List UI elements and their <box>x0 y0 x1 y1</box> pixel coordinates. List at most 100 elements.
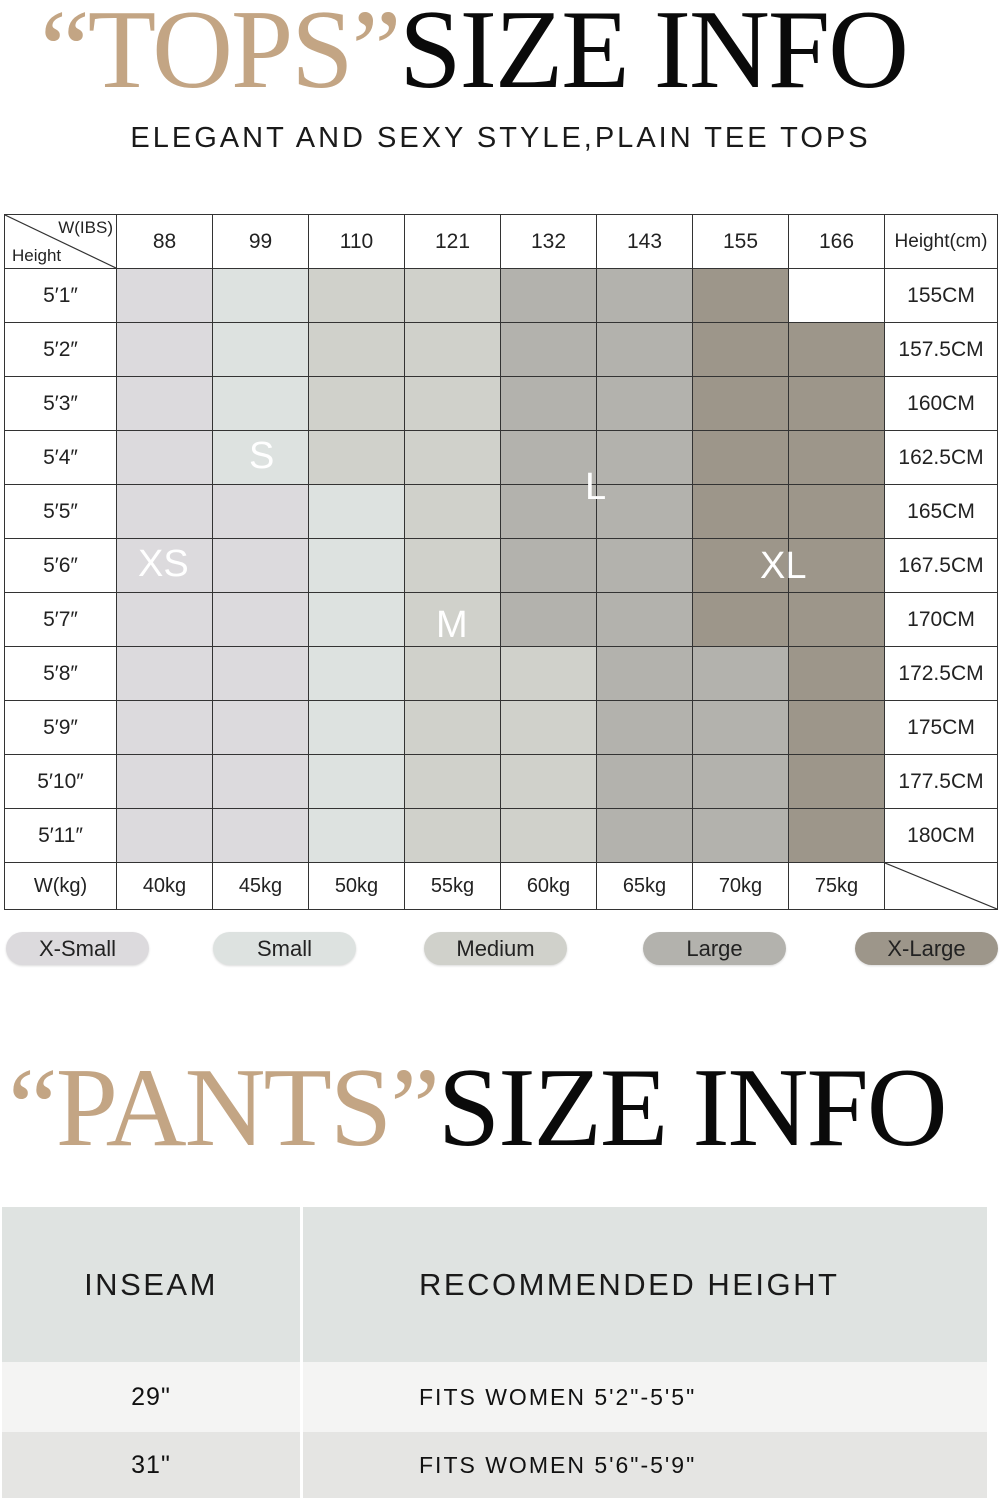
size-cell-m <box>308 376 405 431</box>
weight-kg-cell: 60kg <box>500 862 597 910</box>
legend-pill-s: Small <box>213 932 356 965</box>
corner-height-label: Height <box>12 246 62 265</box>
size-cell-m <box>404 700 501 755</box>
size-zone-label-l: L <box>585 466 607 508</box>
height-ft-cell: 5′5″ <box>4 484 117 539</box>
size-cell-l <box>692 700 789 755</box>
size-cell-m <box>308 430 405 485</box>
size-cell-l <box>500 538 597 593</box>
size-cell-xs <box>116 376 213 431</box>
height-ft-cell: 5′9″ <box>4 700 117 755</box>
size-cell-l <box>596 700 693 755</box>
corner-weight-label: W(IBS) <box>58 218 113 237</box>
weight-lbs-header: 110 <box>308 214 405 269</box>
size-cell-m <box>308 268 405 323</box>
size-cell-xl <box>692 538 789 593</box>
size-cell-l <box>596 484 693 539</box>
size-cell-xs <box>116 430 213 485</box>
size-cell-xs <box>212 808 309 863</box>
pants-title-quoted: “PANTS” <box>8 1046 440 1170</box>
weight-kg-cell: 55kg <box>404 862 501 910</box>
size-cell-l <box>596 430 693 485</box>
size-cell-m <box>500 808 597 863</box>
size-cell-l <box>596 754 693 809</box>
size-cell-xl <box>788 376 885 431</box>
recommended-height-value: FITS WOMEN 5'2"-5'5" <box>301 1362 987 1432</box>
size-cell-s <box>308 592 405 647</box>
tops-title-rest: SIZE INFO <box>399 0 909 112</box>
size-cell-empty <box>788 268 885 323</box>
height-row: 5′2″ 157.5CM <box>4 322 998 377</box>
height-row: 5′9″ 175CM <box>4 700 998 755</box>
size-cell-xl <box>788 538 885 593</box>
size-cell-l <box>596 376 693 431</box>
size-cell-m <box>500 646 597 701</box>
recommended-height-header: RECOMMENDED HEIGHT <box>301 1207 987 1362</box>
weight-kg-cell: 40kg <box>116 862 213 910</box>
diagonal-divider <box>5 215 116 268</box>
weight-lbs-header-row: W(IBS) Height 88 99 110 121 132 143 155 166 Heig… <box>4 214 998 269</box>
height-ft-cell: 5′3″ <box>4 376 117 431</box>
inseam-value: 29" <box>2 1362 303 1432</box>
size-zone-label-s: S <box>249 435 275 477</box>
weight-kg-row: W(kg) 40kg 45kg 50kg 55kg 60kg 65kg 70kg 75kg <box>4 862 998 910</box>
size-cell-xl <box>692 268 789 323</box>
size-cell-l <box>500 268 597 323</box>
weight-lbs-header: 143 <box>596 214 693 269</box>
size-cell-m <box>404 808 501 863</box>
size-cell-s <box>308 538 405 593</box>
size-cell-xs <box>116 268 213 323</box>
size-cell-l <box>500 430 597 485</box>
pants-row: 29" FITS WOMEN 5'2"-5'5" <box>2 1362 987 1432</box>
size-cell-xl <box>788 484 885 539</box>
size-cell-xs <box>212 592 309 647</box>
weight-lbs-header: 132 <box>500 214 597 269</box>
size-cell-xl <box>692 376 789 431</box>
height-cm-cell: 177.5CM <box>884 754 998 809</box>
diagonal-divider <box>885 863 997 909</box>
height-row: 5′3″ 160CM <box>4 376 998 431</box>
size-cell-s <box>212 430 309 485</box>
size-cell-l <box>596 646 693 701</box>
height-cm-header: Height(cm) <box>884 214 998 269</box>
size-cell-xs <box>212 754 309 809</box>
weight-kg-cell: 45kg <box>212 862 309 910</box>
size-cell-s <box>308 754 405 809</box>
size-zone-label-xs: XS <box>138 543 189 585</box>
tops-size-grid: W(IBS) Height 88 99 110 121 132 143 155 166 Heig… <box>4 214 998 910</box>
empty-corner-cell <box>884 862 998 910</box>
size-cell-m <box>404 268 501 323</box>
size-cell-xs <box>116 700 213 755</box>
size-cell-xl <box>788 808 885 863</box>
size-cell-l <box>692 646 789 701</box>
height-row: 5′10″ 177.5CM <box>4 754 998 809</box>
height-cm-cell: 165CM <box>884 484 998 539</box>
recommended-height-value: FITS WOMEN 5'6"-5'9" <box>301 1432 987 1498</box>
size-cell-m <box>404 484 501 539</box>
height-row: 5′7″ 170CM <box>4 592 998 647</box>
pants-row: 31" FITS WOMEN 5'6"-5'9" <box>2 1432 987 1498</box>
height-ft-cell: 5′4″ <box>4 430 117 485</box>
size-cell-l <box>500 322 597 377</box>
pants-title-rest: SIZE INFO <box>437 1046 948 1170</box>
pants-size-table: INSEAM RECOMMENDED HEIGHT 29" FITS WOMEN… <box>2 1207 987 1498</box>
size-zone-label-xl: XL <box>760 545 807 587</box>
size-cell-l <box>500 484 597 539</box>
height-cm-cell: 170CM <box>884 592 998 647</box>
weight-lbs-header: 121 <box>404 214 501 269</box>
height-ft-cell: 5′8″ <box>4 646 117 701</box>
size-cell-m <box>404 646 501 701</box>
weight-lbs-header: 155 <box>692 214 789 269</box>
tops-title-quoted: “TOPS” <box>40 0 401 112</box>
height-ft-cell: 5′1″ <box>4 268 117 323</box>
size-cell-s <box>308 646 405 701</box>
size-cell-xl <box>788 322 885 377</box>
weight-lbs-header: 166 <box>788 214 885 269</box>
corner-header-cell: W(IBS) Height <box>4 214 117 269</box>
size-cell-l <box>596 538 693 593</box>
height-ft-cell: 5′6″ <box>4 538 117 593</box>
height-cm-cell: 175CM <box>884 700 998 755</box>
size-cell-m <box>404 592 501 647</box>
size-cell-s <box>308 808 405 863</box>
size-cell-m <box>500 700 597 755</box>
